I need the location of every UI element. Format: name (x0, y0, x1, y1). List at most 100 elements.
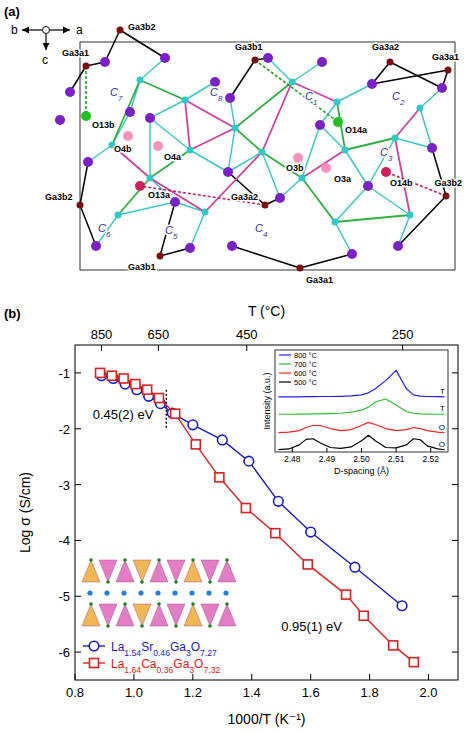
atom (89, 558, 93, 562)
atom-ga3 (157, 253, 164, 260)
cage-label: C2 (392, 90, 405, 107)
bond (150, 100, 185, 118)
atom (191, 558, 195, 562)
polyhedron (218, 604, 236, 626)
oxygen-label: O14b (390, 178, 413, 188)
polyhedron (150, 560, 168, 582)
inset-x-tick-label: 2.48 (284, 454, 301, 464)
atom-ga (202, 209, 209, 216)
atom-o (65, 87, 75, 97)
polyhedron (184, 560, 202, 582)
atom-ga3 (445, 67, 452, 74)
data-point (143, 385, 152, 394)
atom-o-special (153, 141, 163, 151)
annotation: 0.95(1) eV (281, 619, 342, 634)
atom (123, 602, 127, 606)
bond (150, 150, 190, 178)
polyhedron (116, 560, 134, 582)
atom-ga3 (117, 27, 124, 34)
bond (300, 254, 352, 268)
polyhedron (133, 604, 151, 626)
inset-legend-label: 800 °C (294, 351, 318, 360)
atom-ga (259, 149, 266, 156)
y-tick (75, 652, 81, 653)
inset-frame (275, 350, 448, 452)
atom-o (225, 93, 235, 103)
atom-label: Ga3b2 (128, 22, 156, 32)
atom (104, 590, 109, 595)
bond (230, 60, 255, 98)
y-tick-label: -3 (58, 478, 70, 493)
data-point (191, 440, 200, 449)
atom-o (347, 249, 357, 259)
inset-legend-line (279, 381, 291, 382)
atom-ga (187, 147, 194, 154)
y-axis-title: Log σ (S/cm) (17, 472, 33, 553)
x2-tick-label: 850 (91, 327, 113, 342)
data-point (409, 658, 418, 667)
atom (140, 624, 144, 628)
atom-o-special (333, 117, 343, 127)
data-point (119, 374, 128, 383)
atom-ga (342, 147, 349, 154)
atom (140, 580, 144, 584)
atom-o (145, 113, 155, 123)
data-point (342, 590, 351, 599)
y-tick (452, 484, 458, 485)
y-tick (452, 652, 458, 653)
legend-label: La1.64Ca0.36Ga3O7.32 (111, 657, 220, 675)
data-point (244, 456, 254, 466)
atom-ga (115, 212, 122, 219)
oxygen-label: O13a (148, 190, 171, 200)
inset-x-tick-label: 2.51 (388, 454, 405, 464)
x-tick (251, 674, 252, 680)
x-tick (75, 674, 76, 680)
cage-label: C6 (98, 222, 111, 239)
data-point (273, 497, 283, 507)
inset-legend-line (279, 363, 291, 364)
polyhedron (82, 560, 100, 582)
inset-x-tick-label: 2.49 (319, 454, 336, 464)
bond (140, 80, 185, 100)
inset-y-title: Intensity (a.u.) (262, 372, 272, 429)
x-axis-title: 1000/T (K⁻¹) (228, 711, 306, 727)
atom-ga3 (297, 265, 304, 272)
atom (206, 590, 211, 595)
x2-axis-title: T (°C) (248, 303, 285, 319)
atom-o (125, 107, 135, 117)
atom-o-special (321, 163, 331, 173)
atom-o (427, 143, 437, 153)
inset-legend-label: 600 °C (294, 369, 318, 378)
bond (105, 30, 120, 62)
bond (235, 128, 262, 152)
atom-o-special (135, 181, 145, 191)
atom (121, 590, 126, 595)
atom-label: Ga3a1 (432, 52, 459, 62)
inset-x-tick (361, 448, 362, 452)
oxygen-label: O3a (334, 174, 352, 184)
x-tick (428, 674, 429, 680)
bond (149, 118, 151, 178)
axis-letter: b (11, 23, 18, 37)
atom-ga3 (252, 57, 259, 64)
x-tick-label: 1.8 (361, 685, 379, 700)
x-tick-label: 1.2 (184, 685, 202, 700)
cage-label: C5 (165, 224, 178, 241)
inset-legend-label: 700 °C (294, 360, 318, 369)
atom (208, 580, 212, 584)
cage-label: C4 (255, 222, 268, 239)
atom-label: Ga3b1 (128, 262, 156, 272)
inset-legend-line (279, 354, 291, 355)
atom-o (437, 83, 447, 93)
bond (228, 172, 265, 205)
atom (138, 590, 143, 595)
y-tick (75, 484, 81, 485)
bond (398, 196, 446, 246)
atom-label: Ga3b1 (235, 42, 263, 52)
oxygen-label: O4a (164, 152, 182, 162)
data-point (131, 380, 140, 389)
bond (160, 202, 175, 256)
bond (432, 148, 446, 196)
polyhedron (184, 604, 202, 626)
atom-o-special (81, 111, 91, 121)
